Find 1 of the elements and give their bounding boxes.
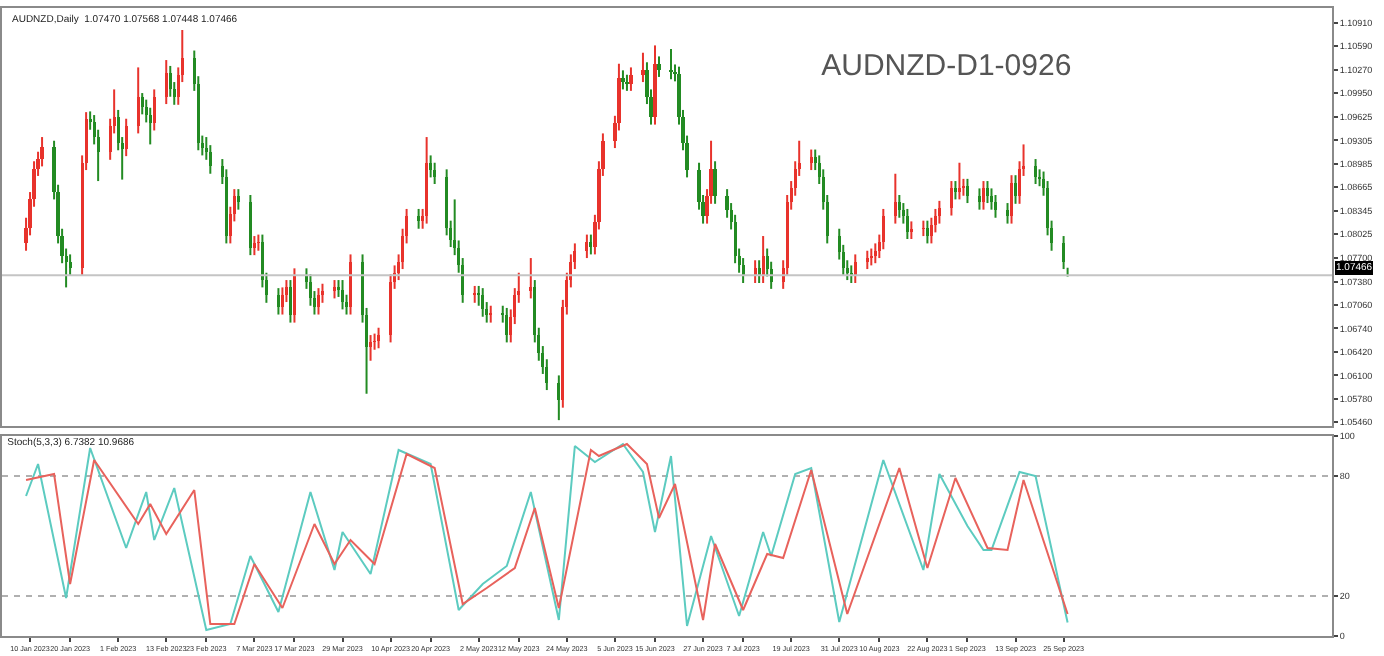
text: AUDNZD-D1-0926 xyxy=(821,48,1072,83)
